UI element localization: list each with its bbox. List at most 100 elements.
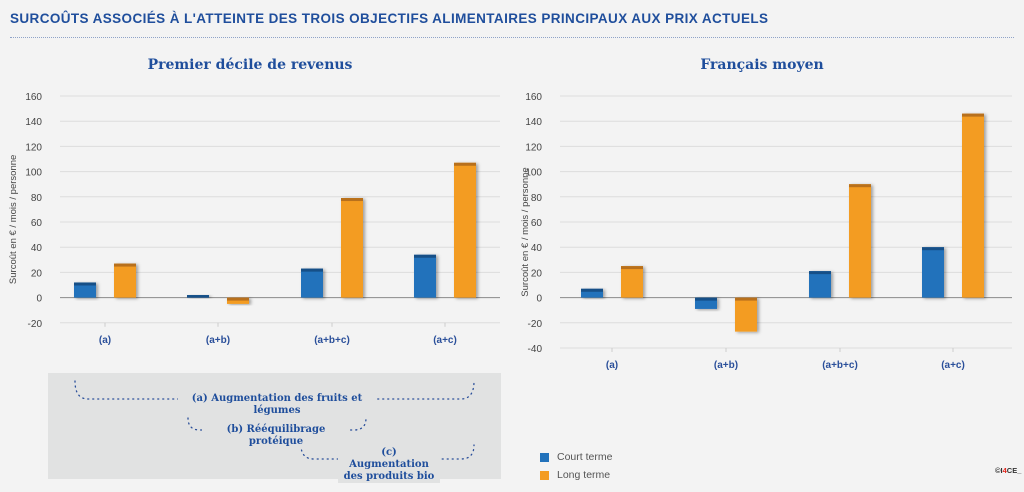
bar-cap <box>581 288 603 292</box>
objective-c-line1: (c) Augmentation <box>349 447 429 470</box>
y-tick-label: 160 <box>25 92 42 103</box>
bar-long-terme <box>114 263 136 298</box>
objective-a-label: (a) Augmentation des fruits et légumes <box>178 393 376 417</box>
bar-body <box>809 271 831 298</box>
y-tick-label: 0 <box>536 294 542 305</box>
bar-court-terme <box>922 247 944 298</box>
bar-court-terme <box>74 282 96 298</box>
bar-cap <box>341 198 363 202</box>
y-tick-label: 120 <box>25 142 42 153</box>
bar-cap <box>454 162 476 166</box>
y-tick-label: 100 <box>25 168 42 179</box>
bar-long-terme <box>849 184 871 298</box>
bar-long-terme <box>227 297 249 304</box>
bar-cap <box>414 254 436 258</box>
x-tick-label: (a+b) <box>714 360 738 370</box>
bar-body <box>341 198 363 298</box>
bar-court-terme <box>414 254 436 298</box>
y-tick-label: 60 <box>31 218 43 229</box>
bar-body <box>695 297 717 309</box>
objective-b-label: (b) Rééquilibrage protéique <box>202 424 350 448</box>
logo-accent: 4 <box>1002 466 1007 475</box>
bar-cap <box>809 271 831 275</box>
y-tick-label: 140 <box>25 117 42 128</box>
legend-label-court-terme: Court terme <box>557 451 613 463</box>
y-axis-label: Surcoût en € / mois / personne <box>520 167 531 296</box>
y-tick-label: -20 <box>28 319 43 330</box>
logo-prefix: ©I <box>995 466 1003 475</box>
legend-item-court-terme: Court terme <box>540 448 612 466</box>
x-tick-label: (a+b) <box>206 335 230 346</box>
bar-court-terme <box>301 268 323 298</box>
bar-body <box>581 288 603 298</box>
bar-body <box>454 162 476 298</box>
bar-body <box>74 282 96 298</box>
bar-cap <box>735 297 757 301</box>
x-tick-label: (a) <box>99 335 111 346</box>
objective-c-line2: des produits bio <box>343 471 435 482</box>
bar-body <box>962 113 984 298</box>
y-tick-label: 160 <box>525 92 542 103</box>
series-legend: Court terme Long terme <box>540 448 612 484</box>
i4ce-logo: ©I4CE_ <box>995 466 1021 475</box>
bar-court-terme <box>581 288 603 298</box>
x-tick-label: (a) <box>606 360 618 370</box>
y-tick-label: -40 <box>528 344 543 355</box>
main-title: SURCOÛTS ASSOCIÉS À L'ATTEINTE DES TROIS… <box>10 11 769 26</box>
objectives-legend: (a) Augmentation des fruits et légumes (… <box>48 373 501 483</box>
bar-long-terme <box>962 113 984 298</box>
bar-long-terme <box>735 297 757 332</box>
x-tick-label: (a+c) <box>941 360 965 370</box>
y-tick-label: 60 <box>531 218 543 229</box>
bar-cap <box>621 266 643 270</box>
bar-body <box>114 263 136 298</box>
x-tick-label: (a+b+c) <box>314 335 350 346</box>
title-divider <box>10 37 1014 38</box>
bar-cap <box>187 295 209 298</box>
x-tick-label: (a+b+c) <box>822 360 858 370</box>
y-tick-label: 80 <box>531 193 543 204</box>
bar-long-terme <box>341 198 363 298</box>
chart-premier-decile: -20 0 20 40 60 80 100 120 140 160 Surcoût en € / m… <box>8 92 500 346</box>
bar-court-terme <box>187 295 209 298</box>
bar-cap <box>114 263 136 267</box>
bar-court-terme <box>809 271 831 298</box>
bar-body <box>621 266 643 298</box>
bar-cap <box>301 268 323 272</box>
bar-long-terme <box>621 266 643 298</box>
legend-swatch-court-terme <box>540 452 549 462</box>
y-tick-label: 0 <box>36 294 42 305</box>
y-axis-label: Surcoût en € / mois / personne <box>8 155 19 284</box>
bar-body <box>849 184 871 298</box>
y-tick-label: 20 <box>531 268 543 279</box>
y-tick-label: -20 <box>528 319 543 330</box>
y-tick-label: 120 <box>525 142 542 153</box>
bar-cap <box>74 282 96 286</box>
bar-cap <box>962 113 984 117</box>
bar-cap <box>227 297 249 301</box>
chart-francais-moyen: -40 -20 0 20 40 60 80 100 120 140 160 Surcoût en € … <box>520 92 1012 370</box>
chart-title-right: Français moyen <box>700 57 824 73</box>
y-tick-label: 100 <box>525 168 542 179</box>
logo-suffix: CE_ <box>1006 466 1022 475</box>
legend-label-long-terme: Long terme <box>557 469 611 481</box>
legend-swatch-long-terme <box>540 470 549 480</box>
bar-body <box>227 297 249 304</box>
objective-c-label: (c) Augmentation des produits bio <box>338 447 440 483</box>
bar-body <box>735 297 757 332</box>
y-tick-label: 80 <box>31 193 43 204</box>
legend-item-long-terme: Long terme <box>540 466 612 484</box>
bar-cap <box>849 184 871 188</box>
bar-long-terme <box>454 162 476 298</box>
bar-body <box>414 254 436 298</box>
bar-cap <box>922 247 944 251</box>
x-tick-label: (a+c) <box>433 335 457 346</box>
y-tick-label: 40 <box>531 243 543 254</box>
y-tick-label: 40 <box>31 243 43 254</box>
bar-cap <box>695 297 717 301</box>
bar-body <box>922 247 944 298</box>
y-tick-label: 140 <box>525 117 542 128</box>
chart-title-left: Premier décile de revenus <box>147 57 353 73</box>
y-tick-label: 20 <box>31 268 43 279</box>
bar-court-terme <box>695 297 717 309</box>
